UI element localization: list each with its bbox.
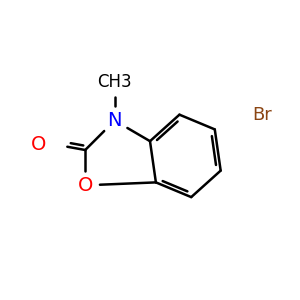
Text: N: N [107,111,122,130]
Text: CH3: CH3 [98,73,132,91]
Text: O: O [30,135,46,154]
Text: O: O [77,176,93,195]
Text: Br: Br [252,106,272,124]
